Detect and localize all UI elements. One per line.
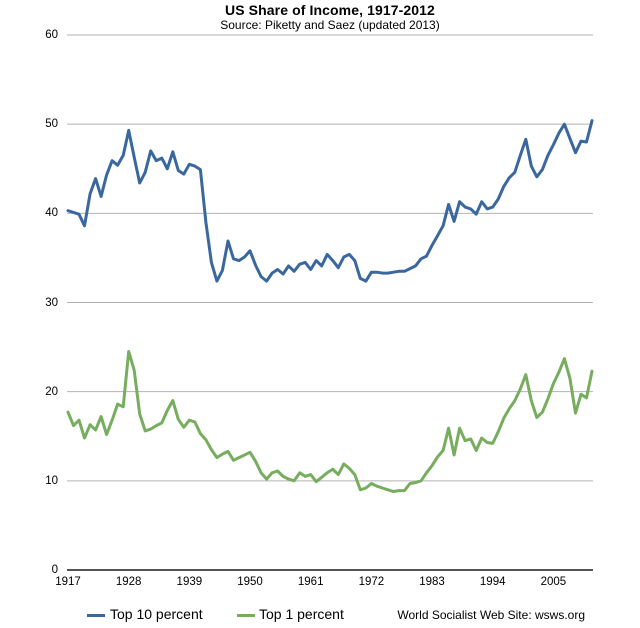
top-1-percent-line [66,350,594,493]
y-axis-tick-label-60: 60 [45,29,58,41]
x-axis-tick-label-1983: 1983 [419,576,445,588]
legend-label-top-1-percent: Top 1 percent [259,606,344,622]
top-10-percent-line [66,119,594,283]
x-axis-tick-label-1950: 1950 [237,576,263,588]
y-axis-tick-label-30: 30 [45,296,58,309]
x-axis-tick-label-1939: 1939 [176,576,203,588]
x-axis-tick-label-1961: 1961 [297,576,324,588]
x-axis-tick-label-1972: 1972 [358,576,385,588]
chart-title: US Share of Income, 1917-2012 [225,2,435,18]
x-axis-tick-label-1928: 1928 [115,576,142,588]
y-axis-tick-label-10: 10 [45,474,58,487]
legend-swatch-top-1-percent [237,614,255,617]
legend-label-top-10-percent: Top 10 percent [110,606,203,622]
y-axis-tick-label-50: 50 [45,118,58,131]
legend-swatch-top-10-percent [87,614,105,617]
chart-subtitle: Source: Piketty and Saez (updated 2013) [220,18,440,32]
y-axis-tick-label-40: 40 [45,207,58,220]
y-axis-tick-label-0: 0 [51,564,58,576]
source-credit: World Socialist Web Site: wsws.org [397,608,585,622]
x-axis-tick-label-2005: 2005 [540,576,567,588]
y-axis-tick-label-20: 20 [45,385,58,398]
x-axis-tick-label-1994: 1994 [479,576,506,588]
x-axis-tick-label-1917: 1917 [55,576,81,588]
